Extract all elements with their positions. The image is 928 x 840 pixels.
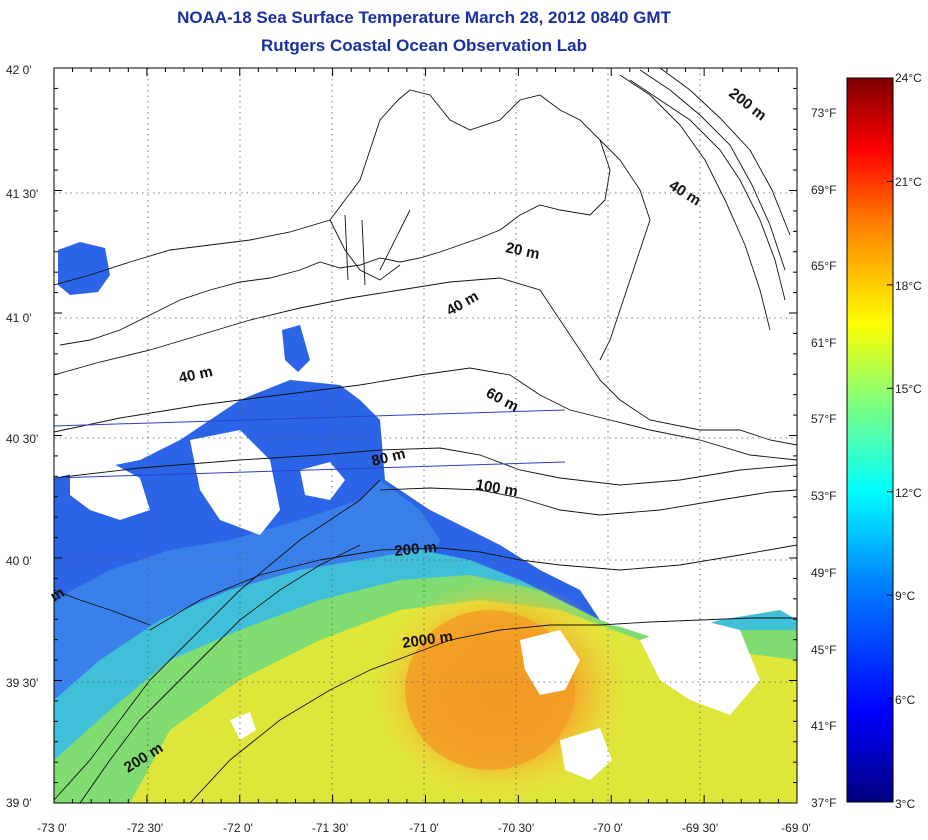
colorbar <box>846 77 894 803</box>
frame-ticks <box>53 67 798 804</box>
fahrenheit-label: 61°F <box>811 336 836 350</box>
depth-label-20m: 20 m <box>504 239 541 263</box>
celsius-labels: 24°C 21°C 18°C 15°C 12°C 9°C 6°C 3°C <box>895 71 922 811</box>
lat-label: 39 30' <box>6 676 38 690</box>
lat-label: 40 30' <box>6 432 38 446</box>
lon-label: -69 0' <box>781 821 811 835</box>
depth-label-60m: 60 m <box>483 385 521 416</box>
colorbar-ticks <box>887 77 893 803</box>
fahrenheit-label: 53°F <box>811 489 836 503</box>
lon-label: -69 30' <box>682 821 718 835</box>
map-grid <box>54 68 797 803</box>
fahrenheit-label: 41°F <box>811 719 836 733</box>
celsius-label: 9°C <box>895 589 915 603</box>
fahrenheit-label: 65°F <box>811 259 836 273</box>
lat-label: 42 0' <box>6 63 32 77</box>
depth-label-2000m: 2000 m <box>401 628 454 652</box>
sst-raster <box>54 242 797 803</box>
lon-label: -73 0' <box>37 821 67 835</box>
lon-label: -72 30' <box>127 821 163 835</box>
fahrenheit-label: 57°F <box>811 412 836 426</box>
celsius-label: 21°C <box>895 175 922 189</box>
celsius-label: 15°C <box>895 382 922 396</box>
lon-label: -72 0' <box>223 821 253 835</box>
lat-label: 40 0' <box>6 554 32 568</box>
map-title: NOAA-18 Sea Surface Temperature March 28… <box>177 8 671 27</box>
fahrenheit-label: 69°F <box>811 183 836 197</box>
fahrenheit-label: 37°F <box>811 796 836 810</box>
bathymetry-contours <box>54 68 797 803</box>
depth-label-40m-west: 40 m <box>177 363 214 387</box>
depth-label-200m-ne: 200 m <box>726 85 770 125</box>
celsius-label: 6°C <box>895 693 915 707</box>
fahrenheit-label: 49°F <box>811 566 836 580</box>
longitude-labels: -73 0' -72 30' -72 0' -71 30' -71 0' -70… <box>37 821 811 835</box>
celsius-label: 24°C <box>895 71 922 85</box>
lon-label: -71 30' <box>312 821 348 835</box>
map-subtitle: Rutgers Coastal Ocean Observation Lab <box>261 36 587 55</box>
celsius-label: 3°C <box>895 797 915 811</box>
fahrenheit-labels: 73°F 69°F 65°F 61°F 57°F 53°F 49°F 45°F … <box>811 106 836 810</box>
lat-label: 41 30' <box>6 187 38 201</box>
lat-label: 39 0' <box>6 796 32 810</box>
lon-label: -70 0' <box>593 821 623 835</box>
fahrenheit-label: 45°F <box>811 643 836 657</box>
depth-label-200m-shelf: 200 m <box>394 539 438 560</box>
depth-label-40m-mid: 40 m <box>444 288 482 320</box>
celsius-label: 18°C <box>895 279 922 293</box>
celsius-label: 12°C <box>895 486 922 500</box>
lat-label: 41 0' <box>6 311 32 325</box>
satellite-track-lines <box>53 409 566 479</box>
lon-label: -71 0' <box>409 821 439 835</box>
depth-label-40m-ne: 40 m <box>666 177 704 210</box>
lon-label: -70 30' <box>498 821 534 835</box>
fahrenheit-label: 73°F <box>811 106 836 120</box>
latitude-labels: 42 0' 41 30' 41 0' 40 30' 40 0' 39 30' 3… <box>6 63 38 810</box>
